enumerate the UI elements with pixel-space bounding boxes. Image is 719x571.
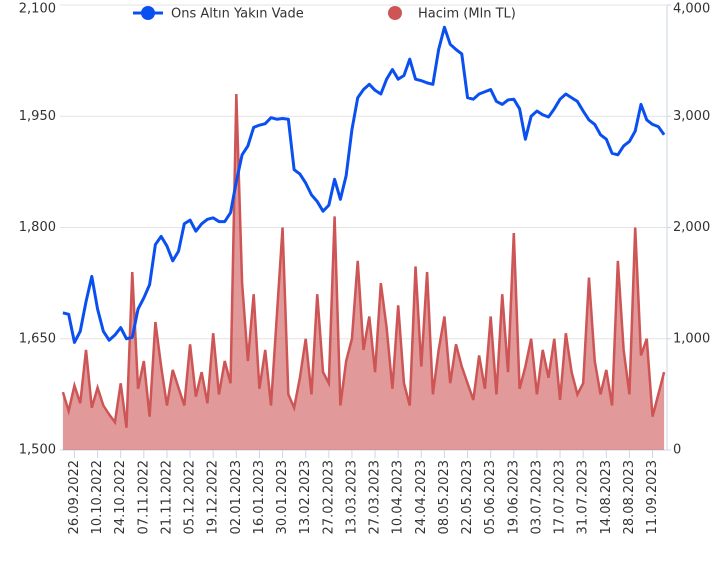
- x-tick-label: 05.06.2023: [483, 460, 498, 534]
- x-tick-label: 27.02.2023: [321, 460, 336, 534]
- y2-tick-label: 0: [673, 443, 681, 458]
- y-tick-label: 1,500: [19, 443, 56, 458]
- legend-label: Hacim (Mln TL): [418, 7, 516, 22]
- y-tick-label: 1,950: [19, 109, 56, 124]
- y2-tick-label: 4,000: [673, 2, 710, 17]
- x-tick-label: 31.07.2023: [576, 460, 591, 534]
- legend-label: Ons Altın Yakın Vade: [171, 7, 304, 22]
- x-tick-label: 19.06.2023: [506, 460, 521, 534]
- x-tick-label: 13.03.2023: [344, 460, 359, 534]
- x-tick-label: 16.01.2023: [252, 460, 267, 534]
- x-tick-label: 05.12.2022: [183, 460, 198, 534]
- y2-tick-label: 1,000: [673, 331, 710, 346]
- x-tick-label: 14.08.2023: [599, 460, 614, 534]
- x-tick-label: 13.02.2023: [298, 460, 313, 534]
- x-tick-label: 24.10.2022: [113, 460, 128, 534]
- x-tick-label: 27.03.2023: [368, 460, 383, 534]
- y2-tick-label: 2,000: [673, 220, 710, 235]
- x-tick-label: 10.04.2023: [391, 460, 406, 534]
- x-tick-label: 03.07.2023: [529, 460, 544, 534]
- legend-item: Ons Altın Yakın Vade: [133, 6, 304, 22]
- x-tick-label: 10.10.2022: [90, 460, 105, 534]
- area-line: [61, 93, 666, 428]
- x-tick-label: 22.05.2023: [460, 460, 475, 534]
- x-tick-label: 02.01.2023: [229, 460, 244, 534]
- line: [62, 25, 666, 344]
- x-tick-label: 19.12.2022: [206, 460, 221, 534]
- legend-symbol: [388, 6, 402, 20]
- x-tick-label: 08.05.2023: [437, 460, 452, 534]
- x-tick-label: 26.09.2022: [67, 460, 82, 534]
- y2-tick-label: 3,000: [673, 109, 710, 124]
- legend-item: Hacim (Mln TL): [388, 6, 516, 22]
- x-tick-label: 28.08.2023: [622, 460, 637, 534]
- x-tick-label: 07.11.2022: [136, 460, 151, 534]
- area-fill: [62, 94, 665, 450]
- x-tick-label: 21.11.2022: [159, 460, 174, 534]
- y-tick-label: 2,100: [19, 2, 56, 17]
- x-tick-label: 11.09.2023: [645, 460, 660, 534]
- x-tick-label: 24.04.2023: [414, 460, 429, 534]
- x-tick-label: 17.07.2023: [553, 460, 568, 534]
- legend-symbol: [141, 6, 155, 20]
- x-tick-label: 30.01.2023: [275, 460, 290, 534]
- y-tick-label: 1,800: [19, 220, 56, 235]
- y-tick-label: 1,650: [19, 331, 56, 346]
